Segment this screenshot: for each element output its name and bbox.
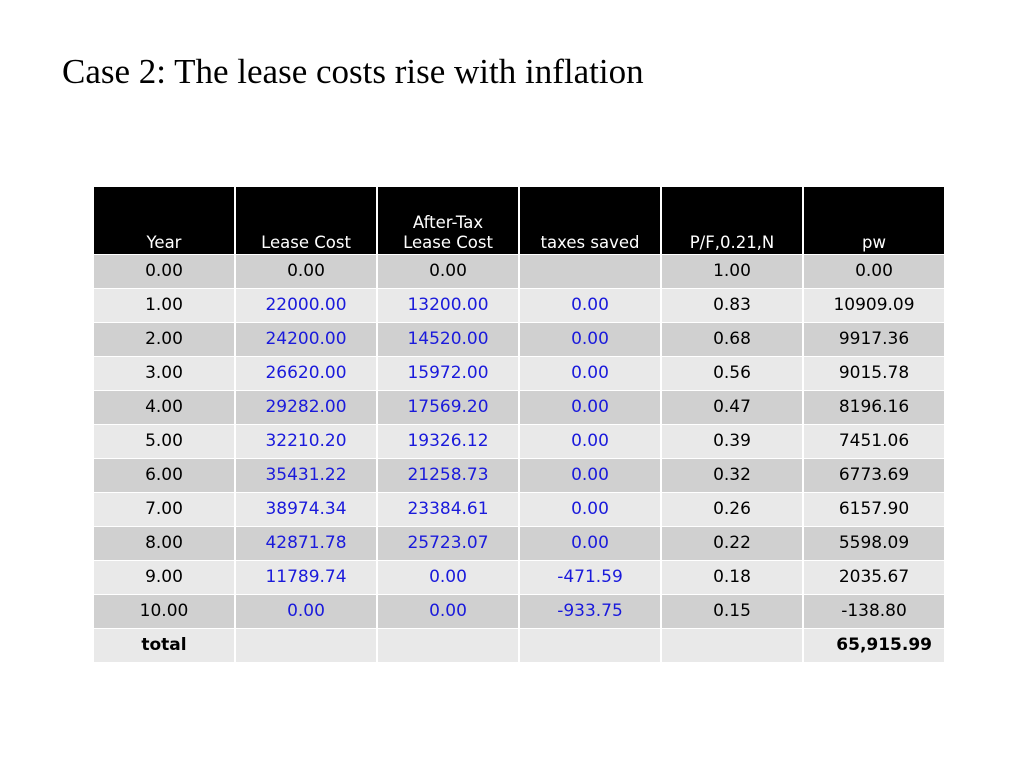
cell-pf-factor: 0.18 xyxy=(662,561,802,594)
table-row: 10.00 0.00 0.00 -933.75 0.15 -138.80 xyxy=(94,595,944,628)
cell-pw: 8196.16 xyxy=(804,391,944,424)
cell-lease-cost: 42871.78 xyxy=(236,527,376,560)
cell-pf-factor: 0.39 xyxy=(662,425,802,458)
total-label: total xyxy=(94,629,234,662)
cell-taxes-saved: 0.00 xyxy=(520,391,660,424)
table-row: 0.00 0.00 0.00 1.00 0.00 xyxy=(94,255,944,288)
cell-taxes-saved: -471.59 xyxy=(520,561,660,594)
table-row: 7.00 38974.34 23384.61 0.00 0.26 6157.90 xyxy=(94,493,944,526)
cell-taxes-saved xyxy=(520,255,660,288)
cell-empty xyxy=(378,629,518,662)
cell-year: 8.00 xyxy=(94,527,234,560)
cell-taxes-saved: 0.00 xyxy=(520,323,660,356)
cell-taxes-saved: 0.00 xyxy=(520,493,660,526)
cell-pf-factor: 0.32 xyxy=(662,459,802,492)
cell-lease-cost: 0.00 xyxy=(236,595,376,628)
cell-pw: 9015.78 xyxy=(804,357,944,390)
cell-empty xyxy=(662,629,802,662)
cell-pw: 0.00 xyxy=(804,255,944,288)
cell-year: 10.00 xyxy=(94,595,234,628)
cell-pf-factor: 0.68 xyxy=(662,323,802,356)
column-header-lease-cost: Lease Cost xyxy=(236,187,376,254)
cell-year: 5.00 xyxy=(94,425,234,458)
cell-taxes-saved: 0.00 xyxy=(520,357,660,390)
cell-lease-cost: 0.00 xyxy=(236,255,376,288)
cell-pf-factor: 0.56 xyxy=(662,357,802,390)
cell-lease-cost: 26620.00 xyxy=(236,357,376,390)
table-row: 6.00 35431.22 21258.73 0.00 0.32 6773.69 xyxy=(94,459,944,492)
cell-after-tax-lease-cost: 13200.00 xyxy=(378,289,518,322)
cell-pw: -138.80 xyxy=(804,595,944,628)
cell-taxes-saved: 0.00 xyxy=(520,527,660,560)
table-row: 4.00 29282.00 17569.20 0.00 0.47 8196.16 xyxy=(94,391,944,424)
cell-lease-cost: 38974.34 xyxy=(236,493,376,526)
column-header-year: Year xyxy=(94,187,234,254)
cell-pw: 7451.06 xyxy=(804,425,944,458)
cell-after-tax-lease-cost: 25723.07 xyxy=(378,527,518,560)
cell-after-tax-lease-cost: 0.00 xyxy=(378,255,518,288)
cell-pw: 2035.67 xyxy=(804,561,944,594)
cell-after-tax-lease-cost: 14520.00 xyxy=(378,323,518,356)
cell-lease-cost: 29282.00 xyxy=(236,391,376,424)
total-value: 65,915.99 xyxy=(804,629,944,662)
table-row: 9.00 11789.74 0.00 -471.59 0.18 2035.67 xyxy=(94,561,944,594)
table-body: 0.00 0.00 0.00 1.00 0.00 1.00 22000.00 13200.00… xyxy=(94,255,944,662)
cell-pw: 6773.69 xyxy=(804,459,944,492)
cell-after-tax-lease-cost: 15972.00 xyxy=(378,357,518,390)
cell-lease-cost: 24200.00 xyxy=(236,323,376,356)
cell-after-tax-lease-cost: 0.00 xyxy=(378,595,518,628)
cell-lease-cost: 11789.74 xyxy=(236,561,376,594)
cell-year: 7.00 xyxy=(94,493,234,526)
column-header-taxes-saved: taxes saved xyxy=(520,187,660,254)
cell-year: 2.00 xyxy=(94,323,234,356)
cell-pf-factor: 1.00 xyxy=(662,255,802,288)
cell-after-tax-lease-cost: 19326.12 xyxy=(378,425,518,458)
cell-after-tax-lease-cost: 21258.73 xyxy=(378,459,518,492)
cell-pf-factor: 0.47 xyxy=(662,391,802,424)
cell-empty xyxy=(520,629,660,662)
cell-after-tax-lease-cost: 0.00 xyxy=(378,561,518,594)
cell-pw: 6157.90 xyxy=(804,493,944,526)
table-row: 2.00 24200.00 14520.00 0.00 0.68 9917.36 xyxy=(94,323,944,356)
total-row: total 65,915.99 xyxy=(94,629,944,662)
cell-year: 0.00 xyxy=(94,255,234,288)
cell-taxes-saved: 0.00 xyxy=(520,459,660,492)
column-header-after-tax-lease-cost: After-Tax Lease Cost xyxy=(378,187,518,254)
table-row: 3.00 26620.00 15972.00 0.00 0.56 9015.78 xyxy=(94,357,944,390)
cell-pf-factor: 0.22 xyxy=(662,527,802,560)
table-header-row: Year Lease Cost After-Tax Lease Cost taxes s… xyxy=(94,187,944,254)
cell-taxes-saved: 0.00 xyxy=(520,425,660,458)
table-row: 5.00 32210.20 19326.12 0.00 0.39 7451.06 xyxy=(94,425,944,458)
cell-pf-factor: 0.83 xyxy=(662,289,802,322)
cell-year: 6.00 xyxy=(94,459,234,492)
cell-year: 4.00 xyxy=(94,391,234,424)
cell-pw: 5598.09 xyxy=(804,527,944,560)
cell-lease-cost: 35431.22 xyxy=(236,459,376,492)
cell-pw: 9917.36 xyxy=(804,323,944,356)
column-header-pw: pw xyxy=(804,187,944,254)
cell-after-tax-lease-cost: 23384.61 xyxy=(378,493,518,526)
column-header-pf-factor: P/F,0.21,N xyxy=(662,187,802,254)
cell-taxes-saved: -933.75 xyxy=(520,595,660,628)
table-row: 8.00 42871.78 25723.07 0.00 0.22 5598.09 xyxy=(94,527,944,560)
table-row: 1.00 22000.00 13200.00 0.00 0.83 10909.09 xyxy=(94,289,944,322)
cell-taxes-saved: 0.00 xyxy=(520,289,660,322)
cell-lease-cost: 22000.00 xyxy=(236,289,376,322)
lease-cost-table: Year Lease Cost After-Tax Lease Cost taxes s… xyxy=(92,186,946,663)
cell-year: 1.00 xyxy=(94,289,234,322)
cell-year: 9.00 xyxy=(94,561,234,594)
cell-year: 3.00 xyxy=(94,357,234,390)
slide-title: Case 2: The lease costs rise with inflat… xyxy=(62,52,644,91)
cell-pw: 10909.09 xyxy=(804,289,944,322)
cell-empty xyxy=(236,629,376,662)
cell-pf-factor: 0.26 xyxy=(662,493,802,526)
cell-after-tax-lease-cost: 17569.20 xyxy=(378,391,518,424)
cell-lease-cost: 32210.20 xyxy=(236,425,376,458)
cell-pf-factor: 0.15 xyxy=(662,595,802,628)
